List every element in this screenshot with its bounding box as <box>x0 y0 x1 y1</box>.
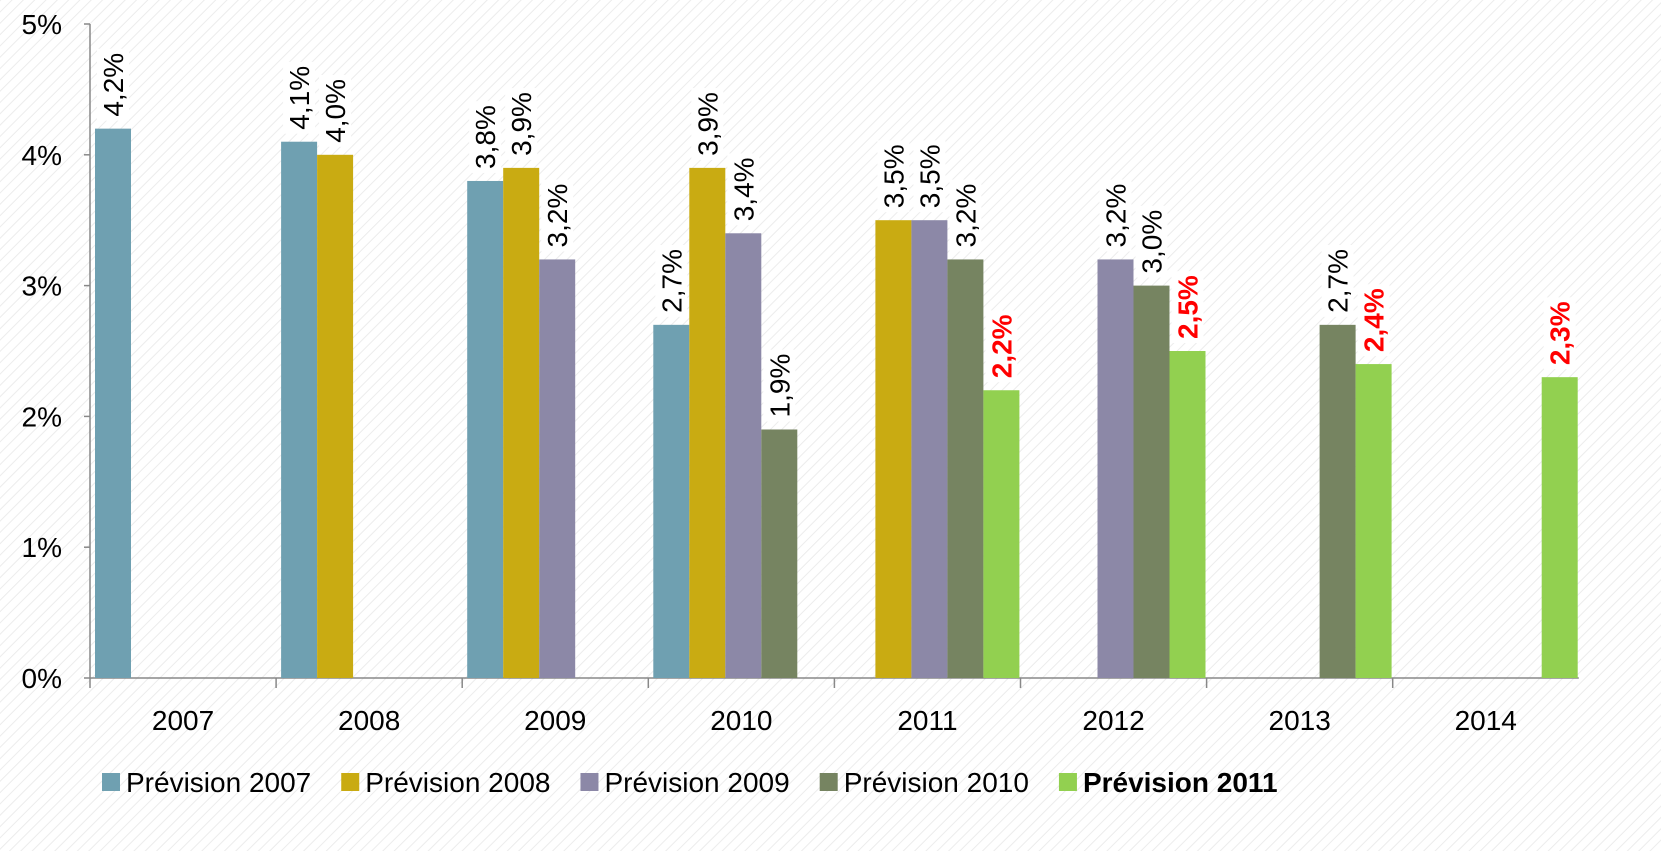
value-label: 2,7% <box>1323 249 1354 313</box>
legend-label: Prévision 2009 <box>604 767 789 798</box>
bar <box>1097 259 1134 678</box>
y-tick-label: 1% <box>22 532 62 563</box>
value-label-background <box>97 48 129 121</box>
value-label: 1,9% <box>764 354 795 418</box>
y-tick-label: 5% <box>22 9 62 40</box>
y-tick-label: 3% <box>22 271 62 302</box>
value-label-background <box>985 310 1018 383</box>
bar <box>539 259 576 678</box>
legend-swatch <box>102 773 120 791</box>
value-label-background <box>1171 271 1204 343</box>
bar <box>1355 364 1392 678</box>
value-label-background <box>913 140 946 213</box>
value-label-background <box>655 245 688 317</box>
value-label: 2,4% <box>1359 288 1390 352</box>
value-label: 2,2% <box>986 314 1017 378</box>
value-label: 3,0% <box>1137 210 1168 274</box>
bar <box>467 180 504 678</box>
value-label-background <box>283 61 316 134</box>
bar <box>911 220 948 678</box>
legend-label: Prévision 2008 <box>365 767 550 798</box>
bar <box>689 167 726 678</box>
value-label-background <box>1135 205 1168 278</box>
value-label: 2,3% <box>1545 301 1576 365</box>
bar <box>875 220 912 678</box>
bar <box>95 128 131 678</box>
x-tick-label: 2008 <box>338 705 400 736</box>
value-label-background <box>727 153 760 226</box>
bar <box>281 141 318 679</box>
value-label: 3,9% <box>692 92 723 156</box>
value-label: 4,0% <box>320 79 351 143</box>
bar <box>725 233 762 678</box>
value-label-background <box>1357 284 1390 357</box>
legend-swatch <box>819 773 838 791</box>
value-label: 2,5% <box>1173 275 1204 339</box>
legend-label: Prévision 2007 <box>126 767 311 798</box>
value-label: 4,2% <box>98 53 129 117</box>
value-label-background <box>541 179 574 252</box>
value-label: 2,7% <box>656 249 687 313</box>
value-label: 3,2% <box>1101 184 1132 248</box>
value-label-background <box>469 101 502 173</box>
x-tick-label: 2010 <box>710 705 772 736</box>
y-tick-label: 2% <box>22 401 62 432</box>
value-label-background <box>877 140 910 213</box>
legend: Prévision 2007 Prévision 2008 Prévision 20… <box>102 767 1278 798</box>
bar <box>503 167 540 678</box>
y-tick-label: 0% <box>22 663 62 694</box>
value-label: 4,1% <box>284 66 315 130</box>
x-tick-label: 2011 <box>897 705 957 736</box>
value-label-background <box>1543 297 1576 370</box>
value-label: 3,4% <box>728 157 759 221</box>
y-tick-label: 4% <box>22 140 62 171</box>
value-label: 3,2% <box>542 184 573 248</box>
bar <box>947 259 984 678</box>
bar <box>1133 285 1170 678</box>
bar <box>983 390 1020 678</box>
value-label: 3,9% <box>506 92 537 156</box>
value-label-background <box>949 179 982 252</box>
bar <box>1169 351 1206 678</box>
value-label-background <box>505 88 538 160</box>
value-label: 3,5% <box>914 144 945 208</box>
value-label-background <box>1321 245 1354 317</box>
bar <box>761 429 798 678</box>
plot-area: 0% 1% 2% 3% 4% 5% 2007 2008 2009 2010 2011 2012 2013… <box>22 9 1579 736</box>
value-label-background <box>1099 179 1132 252</box>
x-tick-label: 2007 <box>152 705 214 736</box>
value-label: 3,2% <box>950 184 981 248</box>
legend-label: Prévision 2011 <box>1083 767 1278 798</box>
x-tick-label: 2013 <box>1269 705 1331 736</box>
value-label: 3,5% <box>878 144 909 208</box>
bar <box>653 324 690 678</box>
bar <box>1319 324 1356 678</box>
value-label-background <box>319 74 352 147</box>
x-tick-label: 2012 <box>1082 705 1144 736</box>
legend-swatch <box>1058 773 1077 791</box>
value-label-background <box>691 88 724 160</box>
bar <box>1541 377 1578 678</box>
x-tick-label: 2014 <box>1455 705 1517 736</box>
legend-swatch <box>341 773 360 791</box>
legend-swatch <box>580 773 599 791</box>
legend-label: Prévision 2010 <box>844 767 1029 798</box>
value-label-background <box>763 349 796 422</box>
x-tick-label: 2009 <box>524 705 586 736</box>
bar <box>317 154 354 679</box>
value-label: 3,8% <box>470 105 501 169</box>
